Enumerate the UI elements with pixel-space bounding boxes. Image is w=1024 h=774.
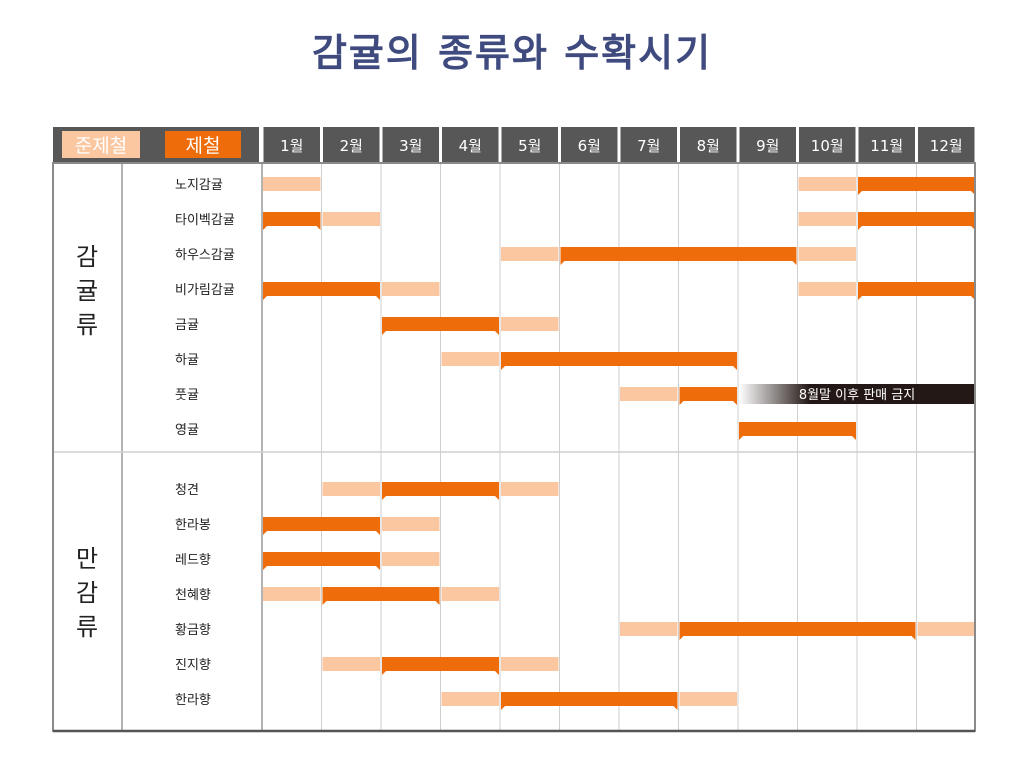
jun-season-bar: [917, 622, 975, 636]
fruit-name-label: 영귤: [175, 423, 199, 438]
main-season-bar: [501, 692, 678, 706]
group-label-char: 류: [76, 613, 98, 641]
main-season-bar: [739, 422, 856, 436]
header-row: 준제철 제철: [53, 127, 259, 163]
fruit-name-label: 풋귤: [175, 388, 199, 403]
month-tick-label: 7월: [637, 137, 660, 155]
main-season-bar: [858, 212, 975, 226]
month-tick-label: 5월: [518, 137, 541, 155]
month-tick-label: 8월: [697, 137, 720, 155]
main-season-bar: [679, 622, 916, 636]
month-tick-label: 3월: [399, 137, 422, 155]
month-header-cell: [620, 127, 677, 163]
month-tick-label: 11월: [870, 137, 903, 155]
fruit-name-label: 노지감귤: [175, 178, 223, 193]
fruit-name-label: 타이벡감귤: [175, 213, 235, 228]
month-header-cell: [858, 127, 915, 163]
month-tick-label: 9월: [756, 137, 779, 155]
jun-season-bar: [441, 352, 499, 366]
jun-season-bar: [382, 282, 440, 296]
fruit-name-label: 레드향: [175, 553, 211, 568]
legend-main-swatch: [165, 131, 241, 158]
fruit-name-label: 한라봉: [175, 518, 211, 533]
jun-season-bar: [382, 552, 440, 566]
jun-season-bar: [501, 317, 559, 331]
jun-season-bar: [501, 247, 559, 261]
legend-main-label: 제철: [186, 135, 221, 157]
jun-season-bar: [501, 482, 559, 496]
jun-season-bar: [263, 177, 321, 191]
month-tick-label: 4월: [459, 137, 482, 155]
main-bar-notch: [679, 401, 737, 405]
main-season-bar: [679, 387, 737, 401]
month-header-cell: [739, 127, 796, 163]
fruit-name-label: 하귤: [175, 353, 199, 368]
main-season-bar: [560, 247, 797, 261]
jun-season-bar: [322, 482, 380, 496]
month-header-cell: [799, 127, 856, 163]
month-header-cell: [442, 127, 499, 163]
month-header-cell: [323, 127, 380, 163]
main-season-bar: [263, 282, 380, 296]
jun-season-bar: [798, 247, 856, 261]
month-tick-label: 6월: [578, 137, 601, 155]
jun-season-bar: [679, 692, 737, 706]
fruit-name-label: 황금향: [175, 623, 211, 638]
month-header-cell: [382, 127, 439, 163]
sale-ban-bar: [739, 384, 975, 404]
month-tick-label: 1월: [280, 137, 303, 155]
main-season-bar: [322, 587, 440, 601]
month-header-cell: [561, 127, 618, 163]
jun-season-bar: [263, 587, 321, 601]
main-season-bar: [501, 352, 737, 366]
group-label-char: 감: [76, 243, 98, 271]
jun-season-bar: [441, 692, 499, 706]
main-season-bar: [382, 657, 499, 671]
month-tick-label: 12월: [930, 137, 963, 155]
jun-season-bar: [382, 517, 440, 531]
month-header-cell: [918, 127, 975, 163]
month-tick-label: 10월: [811, 137, 844, 155]
main-season-bar: [263, 517, 380, 531]
month-tick-label: 2월: [340, 137, 363, 155]
jun-season-bar: [620, 622, 678, 636]
group-label-char: 류: [76, 311, 98, 339]
main-season-bar: [263, 212, 321, 226]
month-header-cell: [263, 127, 320, 163]
jun-season-bar: [441, 587, 499, 601]
jun-season-bar: [322, 212, 380, 226]
main-bar-notch: [501, 706, 678, 710]
group-label-char: 감: [76, 579, 98, 607]
group-label-char: 만: [76, 545, 98, 573]
jun-season-bar: [798, 212, 856, 226]
main-season-bar: [382, 482, 499, 496]
jun-season-bar: [501, 657, 559, 671]
jun-season-bar: [620, 387, 678, 401]
month-header-cell: [680, 127, 737, 163]
fruit-name-label: 천혜향: [175, 588, 211, 603]
fruit-name-label: 비가림감귤: [175, 283, 235, 298]
jun-season-bar: [798, 282, 856, 296]
page-title: 감귤의 종류와 수확시기: [311, 31, 713, 75]
main-season-bar: [263, 552, 380, 566]
month-header-cell: [501, 127, 558, 163]
fruit-name-label: 금귤: [175, 318, 199, 333]
jun-season-bar: [798, 177, 856, 191]
fruit-name-label: 진지향: [175, 658, 211, 673]
legend-jun-label: 준제철: [75, 135, 127, 157]
jun-season-bar: [322, 657, 380, 671]
main-season-bar: [858, 282, 975, 296]
fruit-name-label: 한라향: [175, 693, 211, 708]
main-bar-notch: [263, 226, 321, 230]
fruit-name-label: 청견: [175, 483, 199, 498]
group-label-char: 귤: [76, 277, 98, 305]
fruit-name-label: 하우스감귤: [175, 248, 235, 263]
sale-ban-label: 8월말 이후 판매 금지: [799, 388, 915, 403]
main-season-bar: [382, 317, 499, 331]
main-season-bar: [858, 177, 975, 191]
legend-jun-swatch: [62, 131, 140, 158]
